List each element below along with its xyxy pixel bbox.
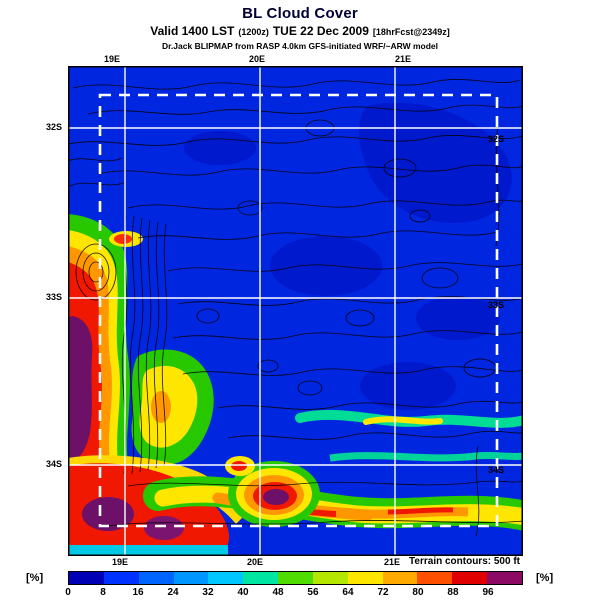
scale-segment: [243, 572, 279, 584]
scale-segment: [382, 572, 418, 584]
valid-zulu-time: (1200z): [238, 27, 269, 37]
scale-segment: [138, 572, 174, 584]
scale-segment: [417, 572, 453, 584]
scale-segment: [69, 572, 104, 584]
valid-time-line: Valid 1400 LST (1200z) TUE 22 Dec 2009 […: [0, 24, 600, 38]
scale-segment: [173, 572, 209, 584]
lat-label-right-34s: 34S: [488, 465, 505, 475]
scale-tick: 64: [342, 587, 354, 598]
scale-tick: 32: [202, 587, 214, 598]
scale-tick: 0: [65, 587, 71, 598]
valid-prefix: Valid 1400 LST: [150, 24, 235, 38]
lon-label-top-19e: 19E: [103, 54, 120, 64]
lat-label-left-34s: 34S: [45, 459, 62, 469]
colorbar-tick-labels: 0 8 16 24 32 40 48 56 64 72 80 88 96: [65, 587, 523, 599]
lat-label-left-33s: 33S: [45, 292, 62, 302]
scale-tick: 24: [167, 587, 179, 598]
cloud-cover-map: [67, 66, 541, 556]
scale-tick: 48: [272, 587, 284, 598]
valid-date: TUE 22 Dec 2009: [272, 24, 369, 38]
lon-label-bottom-20e: 20E: [246, 557, 263, 567]
scale-unit-right: [%]: [536, 572, 554, 584]
latlon-grid: [68, 66, 523, 556]
map-canvas: [67, 66, 541, 556]
lon-label-bottom-21e: 21E: [383, 557, 400, 567]
lat-label-left-32s: 32S: [45, 122, 62, 132]
scale-tick: 56: [307, 587, 319, 598]
scale-tick: 96: [482, 587, 494, 598]
scale-segment: [103, 572, 139, 584]
scale-tick: 72: [377, 587, 389, 598]
scale-tick: 88: [447, 587, 459, 598]
lon-label-bottom-19e: 19E: [111, 557, 128, 567]
scale-segment: [208, 572, 244, 584]
cloud-cover-colorbar: [68, 571, 523, 585]
scale-unit-left: [%]: [26, 572, 44, 584]
scale-tick: 8: [100, 587, 106, 598]
terrain-contour-note: Terrain contours: 500 ft: [409, 556, 520, 567]
scale-tick: 80: [412, 587, 424, 598]
lon-label-top-21e: 21E: [394, 54, 411, 64]
domain-boundary: [98, 93, 499, 528]
scale-segment: [278, 572, 313, 584]
scale-segment: [487, 572, 522, 584]
scale-segment: [312, 572, 348, 584]
forecast-lead-time: [18hrFcst@2349z]: [372, 27, 450, 37]
lat-label-right-33s: 33S: [488, 300, 505, 310]
lon-label-top-20e: 20E: [248, 54, 265, 64]
model-info-line: Dr.Jack BLIPMAP from RASP 4.0km GFS-init…: [161, 41, 439, 51]
scale-tick: 16: [132, 587, 144, 598]
page-title: BL Cloud Cover: [242, 5, 358, 22]
lat-label-right-32s: 32S: [488, 134, 505, 144]
scale-tick: 40: [237, 587, 249, 598]
scale-segment: [452, 572, 488, 584]
scale-segment: [347, 572, 383, 584]
